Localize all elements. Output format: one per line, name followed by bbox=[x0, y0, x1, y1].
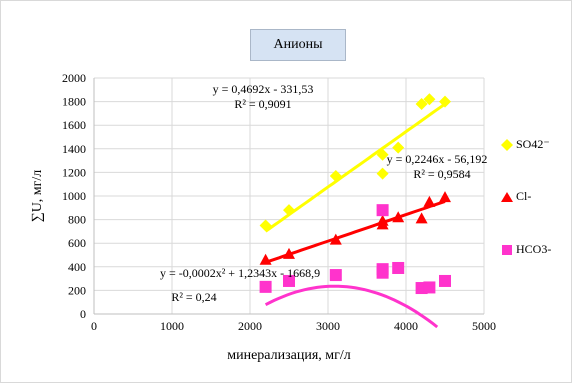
y-tick-label: 0 bbox=[80, 307, 86, 321]
y-tick-label: 1600 bbox=[62, 118, 86, 132]
trend-equation-2: y = -0,0002x² + 1,2343x - 1668,9 bbox=[160, 266, 320, 280]
chart-title: Анионы bbox=[250, 29, 346, 61]
y-tick-label: 1200 bbox=[62, 165, 86, 179]
x-tick-label: 3000 bbox=[316, 319, 340, 333]
data-point-series-0 bbox=[376, 148, 389, 161]
data-point-series-1 bbox=[283, 247, 295, 259]
data-point-series-1 bbox=[392, 211, 405, 223]
trend-r2-1: R² = 0,9584 bbox=[413, 167, 470, 181]
trendline-2 bbox=[264, 284, 439, 329]
data-point-series-0 bbox=[392, 141, 405, 154]
legend-item-1: Cl- bbox=[501, 189, 531, 204]
legend-item-0: SO42⁻ bbox=[501, 137, 550, 152]
data-point-series-0 bbox=[439, 95, 451, 108]
y-tick-label: 800 bbox=[68, 213, 86, 227]
data-point-series-1 bbox=[439, 191, 451, 203]
data-point-series-2 bbox=[259, 280, 272, 293]
trend-r2-2: R² = 0,24 bbox=[171, 290, 216, 304]
data-point-series-0 bbox=[423, 93, 436, 106]
trendline-1 bbox=[265, 199, 446, 264]
data-point-series-0 bbox=[415, 97, 428, 110]
data-point-series-1 bbox=[329, 233, 342, 245]
data-point-series-1 bbox=[415, 212, 428, 224]
legend-marker-diamond-icon bbox=[501, 138, 513, 151]
data-point-series-2 bbox=[376, 204, 389, 217]
legend-item-2: HCO3- bbox=[501, 242, 551, 257]
data-point-series-2 bbox=[423, 281, 436, 294]
y-tick-label: 1800 bbox=[62, 95, 86, 109]
legend-marker-triangle-icon bbox=[501, 191, 513, 202]
data-point-series-0 bbox=[376, 167, 389, 180]
data-point-series-0 bbox=[283, 204, 295, 217]
trend-equation-1: y = 0,2246x - 56,192 bbox=[387, 152, 488, 166]
data-point-series-1 bbox=[259, 253, 272, 265]
x-axis-title: минерализация, мг/л bbox=[227, 348, 351, 363]
data-point-series-0 bbox=[259, 219, 272, 232]
y-tick-label: 200 bbox=[68, 283, 86, 297]
x-tick-label: 0 bbox=[91, 319, 97, 333]
legend-label: SO42⁻ bbox=[516, 137, 550, 151]
data-point-series-2 bbox=[283, 274, 295, 287]
trend-r2-0: R² = 0,9091 bbox=[234, 97, 291, 111]
data-point-series-0 bbox=[329, 169, 342, 182]
data-point-series-1 bbox=[376, 214, 389, 226]
legend-label: HCO3- bbox=[516, 242, 552, 256]
y-tick-label: 2000 bbox=[62, 71, 86, 85]
legend-label: Cl- bbox=[516, 189, 532, 203]
x-tick-label: 2000 bbox=[238, 319, 262, 333]
data-point-series-2 bbox=[439, 274, 451, 287]
y-tick-label: 400 bbox=[68, 260, 86, 274]
data-point-series-2 bbox=[329, 269, 342, 282]
x-tick-label: 1000 bbox=[160, 319, 184, 333]
data-point-series-2 bbox=[392, 261, 405, 274]
trend-equation-0: y = 0,4692x - 331,53 bbox=[213, 82, 314, 96]
data-point-series-2 bbox=[376, 266, 389, 279]
y-tick-label: 600 bbox=[68, 236, 86, 250]
legend-marker-square-icon bbox=[502, 244, 512, 255]
x-tick-label: 5000 bbox=[472, 319, 496, 333]
data-point-series-1 bbox=[423, 195, 436, 207]
y-tick-label: 1000 bbox=[62, 189, 86, 203]
trendline-0 bbox=[264, 102, 446, 233]
y-tick-label: 1400 bbox=[62, 142, 86, 156]
y-axis-title: ∑U, мг/л bbox=[30, 170, 45, 223]
x-tick-label: 4000 bbox=[394, 319, 418, 333]
